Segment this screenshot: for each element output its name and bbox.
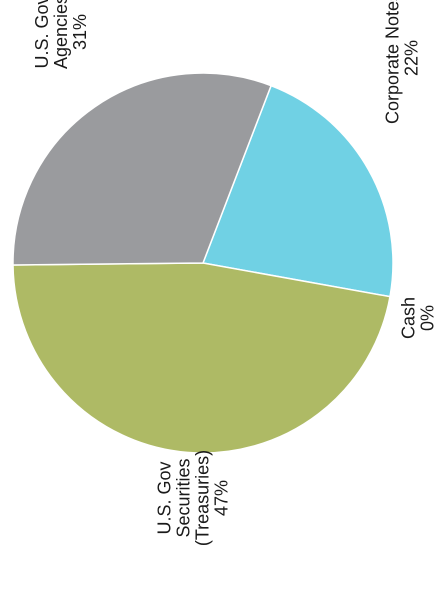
pie-slices: [12, 72, 394, 454]
pie-slice-u-s-gov-agencies: [12, 72, 273, 266]
slice-name-line: (Treasuries): [193, 450, 213, 546]
pie-slice-corporate-notes: [201, 84, 394, 298]
slice-label-u-s-gov-securities-treasuries: U.S. GovSecurities(Treasuries)47%: [155, 450, 232, 546]
slice-labels: Corporate Notes22%Cash0%U.S. GovSecuriti…: [32, 0, 438, 546]
slice-name-line: Corporate Notes: [383, 0, 403, 124]
slice-name-line: Cash: [399, 297, 419, 339]
slice-name-line: U.S. Gov: [155, 461, 175, 534]
slice-name-line: U.S. Gov: [32, 0, 52, 69]
slice-percent-label: 31%: [70, 14, 90, 50]
slice-label-cash: Cash0%: [399, 297, 438, 339]
slice-label-u-s-gov-agencies: U.S. GovAgencies31%: [32, 0, 90, 69]
slice-percent-label: 0%: [418, 305, 438, 331]
pie-slice-u-s-gov-securities-treasuries: [12, 262, 391, 454]
slice-label-corporate-notes: Corporate Notes22%: [383, 0, 422, 124]
slice-percent-label: 47%: [212, 480, 232, 516]
slice-name-line: Securities: [174, 458, 194, 537]
slice-percent-label: 22%: [402, 40, 422, 76]
slice-name-line: Agencies: [51, 0, 71, 69]
